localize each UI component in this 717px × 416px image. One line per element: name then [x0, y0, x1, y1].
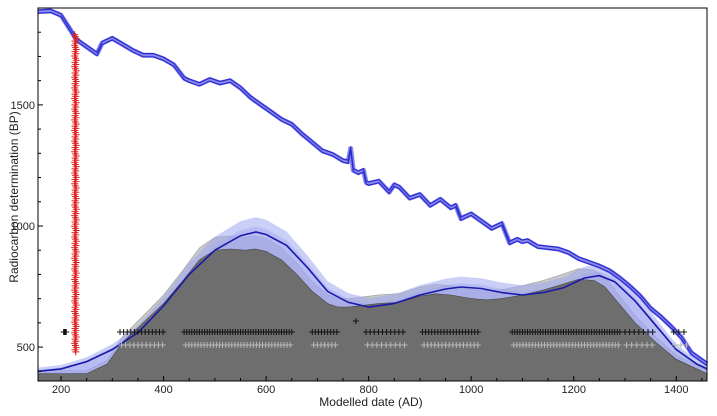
rug-black-marker — [649, 329, 656, 335]
rug-grey-marker — [644, 342, 651, 348]
measured-dates-layer — [71, 31, 80, 356]
rug-grey-marker — [159, 342, 166, 348]
rug-outlier-marker — [352, 318, 359, 324]
rug-grey-marker — [649, 342, 656, 348]
rug-grey-marker — [628, 342, 635, 348]
rug-grey-marker — [677, 342, 684, 348]
axes-layer: 200 400 600 800 1000 1200 1400 500 1000 1500 — [11, 7, 708, 396]
rug-grey-marker — [672, 342, 679, 348]
calibration-curve-lower — [37, 11, 708, 367]
calibration-layer — [37, 8, 709, 367]
y-axis-label: Radiocarbon determination (BP) — [7, 111, 21, 282]
rug-grey-marker — [633, 342, 640, 348]
rug-black-marker — [160, 329, 167, 335]
calibration-curve-upper — [37, 8, 708, 363]
rug-black-marker — [400, 329, 407, 335]
x-tick-label: 1400 — [664, 384, 688, 396]
x-tick-label: 800 — [359, 384, 377, 396]
rug-grey-marker — [683, 342, 690, 348]
rug-black-marker — [474, 329, 481, 335]
x-tick-label: 400 — [154, 384, 172, 396]
model-line — [37, 231, 708, 373]
rug-layer — [60, 318, 690, 348]
rug-black-marker — [333, 329, 340, 335]
x-tick-label: 1200 — [561, 384, 585, 396]
rug-grey-marker — [474, 342, 481, 348]
plot-frame — [37, 7, 708, 382]
rug-black-marker — [680, 329, 687, 335]
x-tick-label: 200 — [52, 384, 70, 396]
y-tick-label: 1000 — [11, 221, 35, 233]
spd-layer — [37, 231, 708, 382]
rug-grey-marker — [401, 342, 408, 348]
rug-grey-marker — [332, 342, 339, 348]
rug-black-marker — [616, 329, 623, 335]
rug-black-marker — [670, 329, 677, 335]
rug-grey-marker — [615, 342, 622, 348]
rug-grey-marker — [638, 342, 645, 348]
rug-black-marker — [288, 329, 295, 335]
rug-grey-marker — [287, 342, 294, 348]
rug-grey-marker — [623, 342, 630, 348]
y-tick-label: 500 — [17, 342, 35, 354]
rug-black-marker — [675, 329, 682, 335]
x-tick-label: 600 — [257, 384, 275, 396]
x-tick-label: 1000 — [459, 384, 483, 396]
x-axis-label: Modelled date (AD) — [319, 395, 422, 409]
measured-date-marker — [72, 348, 80, 356]
y-tick-label: 1500 — [11, 100, 35, 112]
rug-black-marker — [63, 329, 70, 335]
